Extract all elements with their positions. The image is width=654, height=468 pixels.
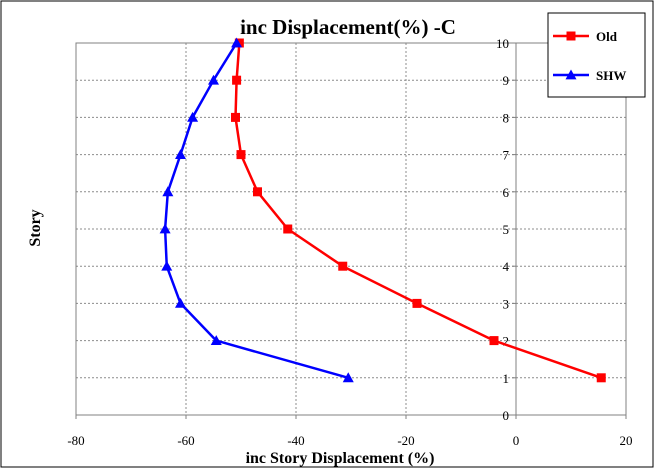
data-point <box>210 335 222 345</box>
data-point <box>283 224 293 234</box>
data-point <box>253 187 262 197</box>
data-point <box>338 261 348 271</box>
legend: Old SHW <box>547 12 646 98</box>
legend-label: SHW <box>596 68 626 83</box>
y-tick-label: 5 <box>503 222 510 237</box>
data-point <box>175 297 186 308</box>
data-point <box>342 372 354 383</box>
data-point <box>231 37 243 48</box>
legend-label: Old <box>596 29 618 44</box>
y-tick-label: 3 <box>503 296 510 311</box>
y-tick-label: 10 <box>496 36 509 51</box>
x-axis-label: inc Story Displacement (%) <box>246 450 435 467</box>
data-point <box>175 149 186 159</box>
legend-box <box>547 12 646 98</box>
x-tick-label: -20 <box>397 433 414 448</box>
data-point <box>187 111 199 122</box>
data-point <box>232 75 242 85</box>
y-axis-ticks: 0 1 2 3 4 5 6 7 8 9 10 <box>496 36 516 423</box>
y-tick-label: 8 <box>503 110 510 125</box>
y-tick-label: 4 <box>503 259 510 274</box>
data-point <box>412 298 422 308</box>
y-tick-label: 6 <box>503 185 510 200</box>
y-tick-label: 0 <box>503 408 510 423</box>
x-tick-label: 20 <box>620 433 633 448</box>
legend-marker <box>566 31 576 41</box>
series-layer <box>159 37 606 383</box>
y-tick-label: 9 <box>503 73 510 88</box>
series-line <box>234 42 602 379</box>
data-point <box>231 112 240 122</box>
data-point <box>159 223 171 234</box>
legend-marker <box>565 69 577 80</box>
plot-area <box>75 42 627 416</box>
data-point <box>236 150 246 160</box>
data-point <box>162 186 174 197</box>
x-tick-label: 0 <box>513 433 520 448</box>
legend-item-old: Old <box>553 29 618 44</box>
data-point <box>489 336 499 346</box>
legend-item-shw: SHW <box>553 68 626 83</box>
y-tick-label: 7 <box>503 148 510 163</box>
series-line <box>163 42 349 380</box>
data-point <box>161 260 173 271</box>
x-axis-ticks: -80 -60 -40 -20 0 20 <box>67 415 633 448</box>
x-tick-label: -40 <box>287 433 304 448</box>
x-tick-label: -60 <box>177 433 194 448</box>
chart-title: inc Displacement(%) -C <box>240 15 456 39</box>
data-point <box>208 74 219 85</box>
series-shw <box>159 37 354 383</box>
x-tick-label: -80 <box>67 433 84 448</box>
y-tick-label: 2 <box>503 334 510 349</box>
y-tick-label: 1 <box>503 371 510 386</box>
data-point <box>596 373 606 383</box>
y-axis-label: Story <box>27 209 44 246</box>
